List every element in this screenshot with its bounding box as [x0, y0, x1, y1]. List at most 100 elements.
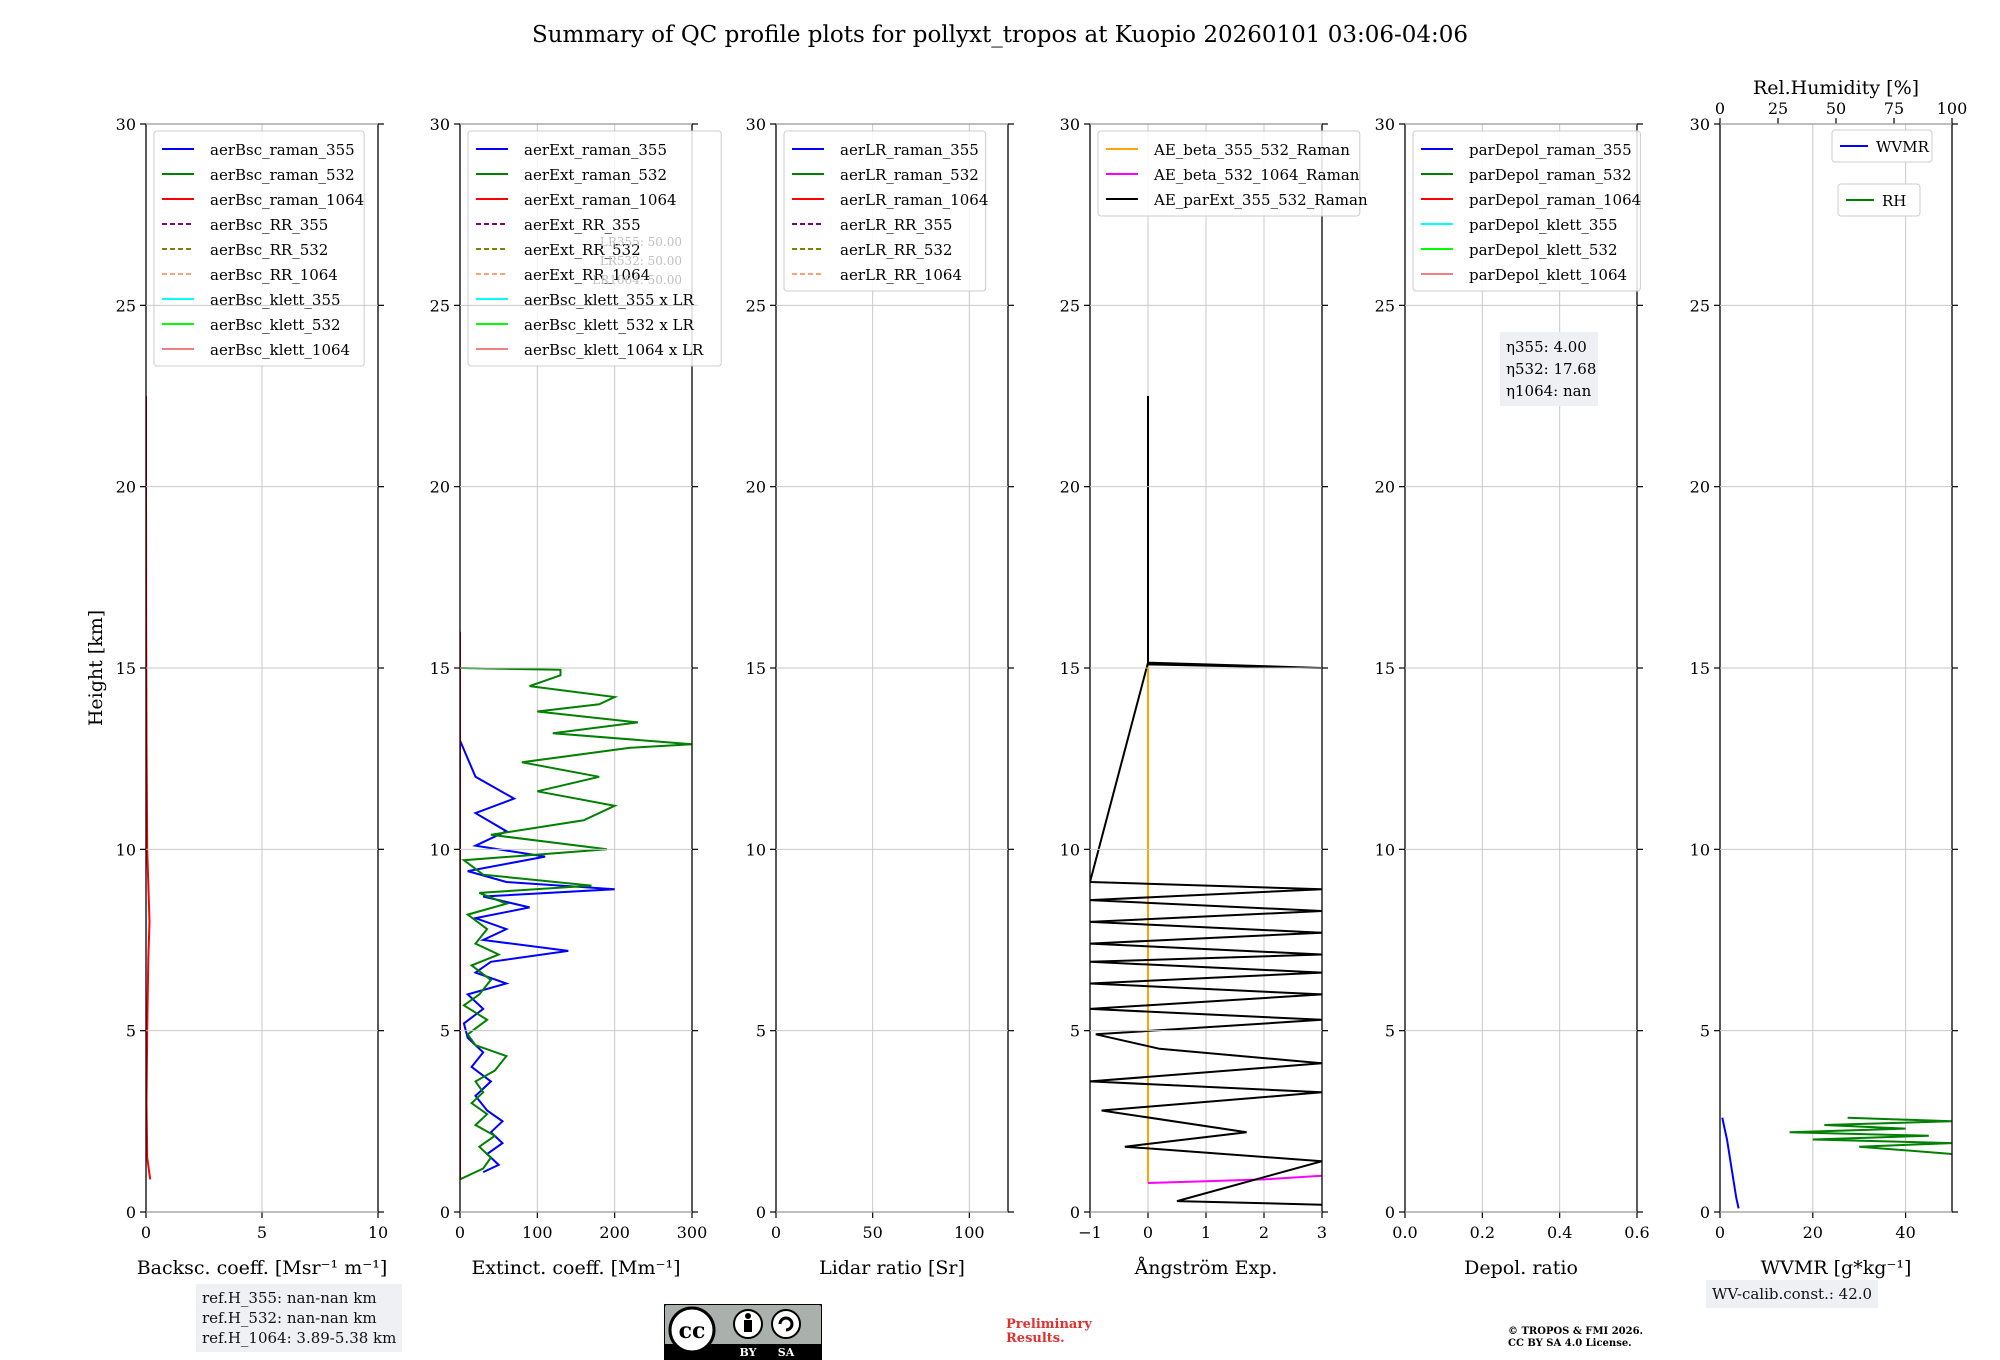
legend-label-parDepol_klett_355: parDepol_klett_355	[1469, 216, 1618, 234]
legend-label-aerExt_raman_532: aerExt_raman_532	[524, 166, 667, 184]
x-axis-label-bsc: Backsc. coeff. [Msr⁻¹ m⁻¹]	[137, 1257, 388, 1279]
x-tick-label-lr: 100	[954, 1223, 985, 1242]
lr-label-0: LR355: 50.00	[600, 235, 682, 249]
top-tick-label-wv: 25	[1768, 99, 1788, 118]
y-tick-label-ae: 0	[1070, 1203, 1080, 1222]
x-tick-label-dep: 0.4	[1547, 1223, 1572, 1242]
x-axis-label-ae: Ångström Exp.	[1134, 1257, 1278, 1279]
legend-box-bsc	[153, 130, 365, 367]
legend-label-aerExt_raman_1064: aerExt_raman_1064	[524, 191, 677, 209]
x-tick-label-wv: 0	[1715, 1223, 1725, 1242]
cc-by-sa-license-badge: cc BY SA	[664, 1304, 822, 1360]
y-tick-label-ext: 30	[430, 115, 450, 134]
legend-label-aerBsc_klett_355 x LR: aerBsc_klett_355 x LR	[524, 291, 695, 309]
y-tick-label-ae: 15	[1060, 659, 1080, 678]
sa-share-icon	[771, 1309, 801, 1339]
legend-label-aerBsc_klett_532 x LR: aerBsc_klett_532 x LR	[524, 316, 695, 334]
legend-box-ae	[1097, 130, 1361, 217]
legend-label-RH: RH	[1882, 192, 1906, 210]
legend-label-aerLR_raman_1064: aerLR_raman_1064	[840, 191, 988, 209]
eta-line-1: η532: 17.68	[1506, 360, 1596, 378]
legend-label-aerExt_RR_532: aerExt_RR_532	[524, 241, 641, 259]
x-tick-label-dep: 0.6	[1624, 1223, 1649, 1242]
y-tick-label-lr: 25	[746, 296, 766, 315]
y-tick-label-bsc: 20	[116, 478, 136, 497]
x-axis-label-ext: Extinct. coeff. [Mm⁻¹]	[471, 1257, 680, 1279]
y-tick-label-wv: 15	[1690, 659, 1710, 678]
legend-label-parDepol_raman_1064: parDepol_raman_1064	[1469, 191, 1641, 209]
x-tick-label-ae: 2	[1259, 1223, 1269, 1242]
panel-lr: 0 5 10 15 20 25 30 0 50 100 Lidar ratio [Sr] aerLR_…	[746, 115, 1014, 1279]
preliminary-line-2: Results.	[1006, 1331, 1065, 1346]
x-tick-label-ae: −1	[1078, 1223, 1102, 1242]
y-tick-label-wv: 10	[1690, 840, 1710, 859]
cc-icon	[668, 1306, 716, 1354]
series-line-AE_parExt_355_532_Raman	[1090, 396, 1322, 1206]
legend-label-aerExt_RR_355: aerExt_RR_355	[524, 216, 641, 234]
legend-label-aerBsc_klett_1064 x LR: aerBsc_klett_1064 x LR	[524, 341, 704, 359]
preliminary-note: Preliminary Results.	[1006, 1318, 1092, 1346]
legend-label-parDepol_klett_532: parDepol_klett_532	[1469, 241, 1618, 259]
x-tick-label-ae: 0	[1143, 1223, 1153, 1242]
legend-label-aerBsc_klett_355: aerBsc_klett_355	[210, 291, 341, 309]
legend-label-aerLR_RR_355: aerLR_RR_355	[840, 216, 952, 234]
x-tick-label-ext: 100	[522, 1223, 553, 1242]
legend-label-aerBsc_RR_532: aerBsc_RR_532	[210, 241, 328, 259]
y-tick-label-ae: 30	[1060, 115, 1080, 134]
y-tick-label-dep: 15	[1375, 659, 1395, 678]
preliminary-line-1: Preliminary	[1006, 1317, 1092, 1332]
y-tick-label-lr: 20	[746, 478, 766, 497]
series-line-aerExt_raman_355	[460, 740, 615, 1174]
x-tick-label-ae: 3	[1317, 1223, 1327, 1242]
copyright-line-1: © TROPOS & FMI 2026.	[1508, 1326, 1644, 1337]
x-tick-label-ext: 200	[599, 1223, 630, 1242]
legend-label-aerLR_RR_1064: aerLR_RR_1064	[840, 266, 962, 284]
y-tick-label-wv: 5	[1700, 1022, 1710, 1041]
ref-height-1064: ref.H_1064: 3.89-5.38 km	[202, 1329, 397, 1347]
x-tick-label-ext: 0	[455, 1223, 465, 1242]
y-tick-label-wv: 20	[1690, 478, 1710, 497]
legend-label-aerLR_raman_532: aerLR_raman_532	[840, 166, 979, 184]
x-tick-label-bsc: 0	[141, 1223, 151, 1242]
y-tick-label-ae: 10	[1060, 840, 1080, 859]
legend-label-aerExt_raman_355: aerExt_raman_355	[524, 141, 667, 159]
series-line-WVMR	[1721, 1117, 1740, 1209]
eta-line-0: η355: 4.00	[1506, 338, 1587, 356]
y-tick-label-lr: 0	[756, 1203, 766, 1222]
y-tick-label-ext: 15	[430, 659, 450, 678]
y-tick-label-bsc: 15	[116, 659, 136, 678]
x-tick-label-lr: 50	[862, 1223, 882, 1242]
y-tick-label-ae: 5	[1070, 1022, 1080, 1041]
legend-box-dep	[1412, 130, 1641, 292]
x-tick-label-dep: 0.2	[1470, 1223, 1495, 1242]
by-label: BY	[740, 1346, 757, 1359]
x-axis-label-lr: Lidar ratio [Sr]	[819, 1257, 965, 1279]
x-tick-label-lr: 0	[771, 1223, 781, 1242]
wv-calib-box: WV-calib.const.: 42.0	[1706, 1280, 1879, 1308]
legend-label-aerBsc_raman_1064: aerBsc_raman_1064	[210, 191, 364, 209]
legend-label-aerBsc_RR_1064: aerBsc_RR_1064	[210, 266, 338, 284]
lr-label-2: LR1064: 50.00	[592, 273, 682, 287]
series-line-AE_beta_532_1064_Raman	[1147, 1174, 1322, 1184]
copyright-line-2: CC BY SA 4.0 License.	[1508, 1338, 1632, 1349]
top-tick-label-wv: 0	[1715, 99, 1725, 118]
legend-label-aerBsc_klett_1064: aerBsc_klett_1064	[210, 341, 350, 359]
legend-label-WVMR: WVMR	[1876, 138, 1930, 156]
legend-label-parDepol_raman_532: parDepol_raman_532	[1469, 166, 1632, 184]
legend-label-aerLR_RR_532: aerLR_RR_532	[840, 241, 952, 259]
lr-label-1: LR532: 50.00	[600, 254, 682, 268]
cc-icon-text: cc	[679, 1318, 706, 1344]
legend-label-AE_beta_355_532_Raman: AE_beta_355_532_Raman	[1153, 141, 1350, 159]
y-tick-label-bsc: 10	[116, 840, 136, 859]
ref-height-532: ref.H_532: nan-nan km	[202, 1309, 377, 1327]
top-tick-label-wv: 100	[1937, 99, 1968, 118]
panel-bsc: 0 5 10 15 20 25 30 0 5 10 Backsc. coeff. [Msr⁻¹ m⁻…	[116, 115, 389, 1279]
y-axis-label: Height [km]	[85, 610, 107, 726]
legend-label-aerBsc_klett_532: aerBsc_klett_532	[210, 316, 341, 334]
y-tick-label-dep: 20	[1375, 478, 1395, 497]
y-tick-label-ext: 5	[440, 1022, 450, 1041]
y-tick-label-dep: 25	[1375, 296, 1395, 315]
legend-label-parDepol_klett_1064: parDepol_klett_1064	[1469, 266, 1627, 284]
y-tick-label-dep: 0	[1385, 1203, 1395, 1222]
